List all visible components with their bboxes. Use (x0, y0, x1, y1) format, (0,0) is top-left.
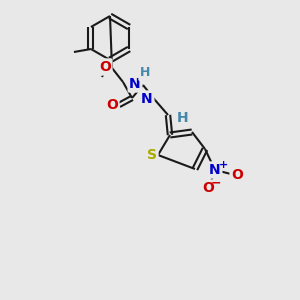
Text: N: N (209, 163, 221, 177)
Text: H: H (177, 111, 189, 125)
Text: S: S (147, 148, 157, 162)
Text: H: H (140, 67, 150, 80)
Text: O: O (231, 168, 243, 182)
Text: +: + (218, 160, 228, 170)
Text: O: O (202, 181, 214, 195)
Text: N: N (129, 77, 141, 91)
Text: O: O (99, 60, 111, 74)
Text: −: − (211, 176, 221, 190)
Text: N: N (141, 92, 153, 106)
Text: O: O (106, 98, 118, 112)
